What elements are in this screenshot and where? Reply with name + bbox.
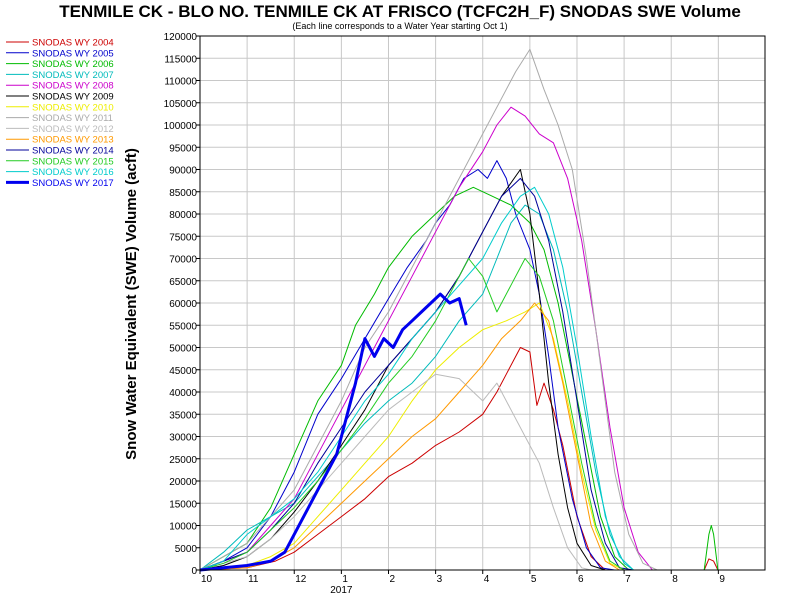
x-tick-label: 6 (578, 574, 584, 585)
y-tick-label: 80000 (169, 210, 197, 221)
y-tick-label: 110000 (164, 77, 197, 88)
legend-entry: SNODAS WY 2015 (32, 156, 114, 167)
y-tick-label: 0 (191, 566, 197, 577)
legend-entry: SNODAS WY 2012 (32, 124, 114, 135)
legend-entry: SNODAS WY 2008 (32, 81, 114, 92)
x-tick-label: 4 (484, 574, 490, 585)
y-tick-label: 45000 (169, 366, 197, 377)
chart-title: TENMILE CK - BLO NO. TENMILE CK AT FRISC… (59, 2, 741, 21)
x-tick-label: 2 (389, 574, 395, 585)
legend-entry: SNODAS WY 2017 (32, 178, 114, 189)
y-tick-label: 75000 (169, 232, 197, 243)
series-line-11 (199, 258, 718, 571)
y-tick-label: 40000 (169, 388, 197, 399)
series-line-0 (199, 347, 719, 571)
series-line-8 (199, 373, 718, 571)
y-tick-label: 90000 (169, 166, 197, 177)
x-tick-label: 8 (672, 574, 678, 585)
y-tick-label: 30000 (169, 433, 197, 444)
series-line-9 (199, 302, 718, 571)
legend-entry: SNODAS WY 2014 (32, 146, 114, 157)
y-tick-label: 120000 (164, 32, 198, 43)
x-tick-label: 7 (625, 574, 631, 585)
legend-entry: SNODAS WY 2006 (32, 59, 114, 70)
series-line-10 (199, 177, 718, 571)
y-tick-label: 115000 (164, 54, 197, 65)
y-tick-label: 20000 (169, 477, 197, 488)
series-line-7 (199, 48, 718, 571)
x-tick-label: 10 (201, 574, 213, 585)
series-line-3 (199, 204, 718, 571)
legend-entry: SNODAS WY 2016 (32, 167, 114, 178)
x-tick-label: 1 (342, 574, 348, 585)
series-line-6 (199, 302, 718, 571)
x-tick-label: 5 (531, 574, 537, 585)
series-line-12 (199, 186, 718, 571)
y-tick-label: 10000 (169, 522, 197, 533)
x-tick-label: 12 (295, 574, 307, 585)
legend-entry: SNODAS WY 2010 (32, 102, 114, 113)
y-tick-label: 65000 (169, 277, 197, 288)
series-line-1 (199, 160, 718, 571)
y-tick-label: 55000 (169, 321, 197, 332)
x-tick-label: 11 (248, 574, 259, 585)
x-tick-label: 3 (437, 574, 443, 585)
y-tick-label: 85000 (169, 188, 197, 199)
legend-entry: SNODAS WY 2005 (32, 48, 114, 59)
x-tick-label: 9 (719, 574, 725, 585)
y-tick-label: 35000 (169, 410, 197, 421)
y-tick-label: 95000 (169, 143, 197, 154)
y-tick-label: 100000 (164, 121, 198, 132)
y-tick-label: 5000 (175, 544, 198, 555)
chart-subtitle: (Each line corresponds to a Water Year s… (292, 21, 507, 31)
y-axis-label: Snow Water Equivalent (SWE) Volume (acft… (123, 148, 140, 460)
legend-entry: SNODAS WY 2009 (32, 92, 114, 103)
series-line-13 (199, 292, 468, 572)
y-tick-label: 50000 (169, 344, 197, 355)
legend-entry: SNODAS WY 2004 (32, 38, 114, 49)
legend-entry: SNODAS WY 2007 (32, 70, 114, 81)
legend-entry: SNODAS WY 2011 (32, 113, 113, 124)
y-tick-label: 70000 (169, 255, 197, 266)
series-layer (199, 48, 719, 572)
series-line-4 (199, 106, 718, 571)
y-tick-label: 60000 (169, 299, 197, 310)
y-tick-label: 15000 (169, 499, 197, 510)
y-axis: 0 5000 10000 15000 20000 25000 30000 35000 40000… (164, 32, 200, 577)
x-year-label: 2017 (330, 585, 353, 596)
y-tick-label: 105000 (164, 99, 198, 110)
y-tick-label: 25000 (169, 455, 197, 466)
legend-entry: SNODAS WY 2013 (32, 135, 114, 146)
